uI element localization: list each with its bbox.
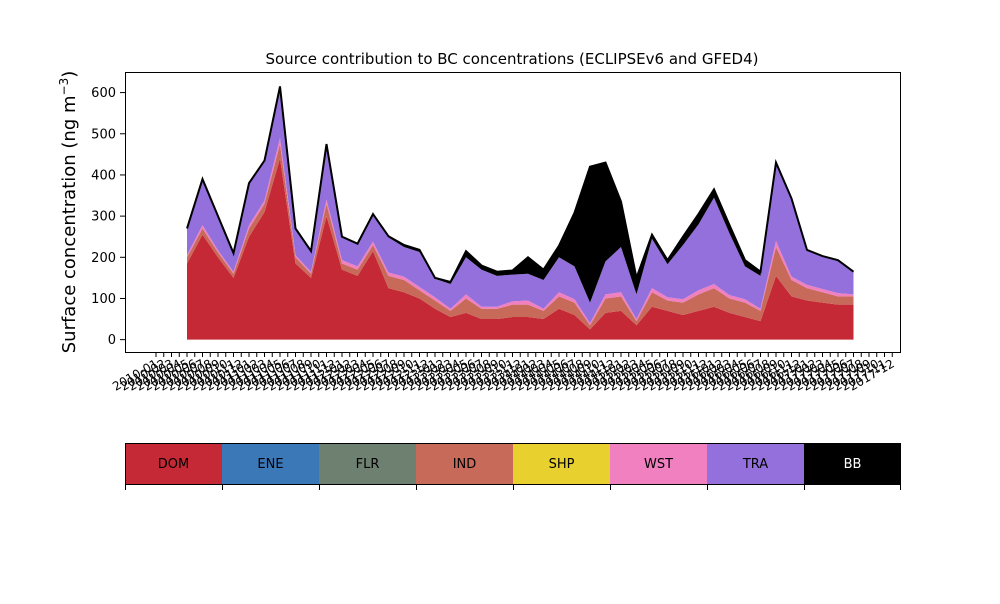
legend-label: SHP xyxy=(548,456,575,472)
legend-label: BB xyxy=(843,456,862,472)
legend-tick xyxy=(125,485,126,490)
y-axis: 0 100 200 300 400 500 600 xyxy=(91,86,125,348)
y-tick-label: 300 xyxy=(91,210,116,225)
legend-item-ind: IND xyxy=(416,443,513,485)
x-axis: 2010-012010-022010-032010-042010-052010-… xyxy=(110,352,897,394)
legend-tick xyxy=(707,485,708,490)
legend-item-ene: ENE xyxy=(222,443,319,485)
legend-label: ENE xyxy=(257,456,284,472)
area-dom xyxy=(187,158,854,340)
area-ind xyxy=(187,144,854,330)
area-series-group xyxy=(186,86,855,340)
legend-label: IND xyxy=(452,456,477,472)
legend-item-wst: WST xyxy=(610,443,707,485)
area-wst xyxy=(187,137,854,326)
legend-item-tra: TRA xyxy=(707,443,804,485)
legend-tick xyxy=(804,485,805,490)
y-tick-label: 500 xyxy=(91,127,116,142)
y-tick-label: 200 xyxy=(91,251,116,266)
y-axis-label: Surface concentration (ng m−3) xyxy=(57,71,80,354)
legend-item-shp: SHP xyxy=(513,443,610,485)
total-outline xyxy=(186,86,855,284)
y-axis-label-main: Surface concentration (ng m xyxy=(59,95,80,353)
y-axis-label-superscript: −3 xyxy=(57,78,71,96)
legend-tick xyxy=(319,485,320,490)
chart-title: Source contribution to BC concentrations… xyxy=(265,50,758,68)
y-axis-label-close: ) xyxy=(59,71,80,78)
legend-label: TRA xyxy=(742,456,769,472)
legend-tick xyxy=(900,485,901,490)
legend-tick xyxy=(222,485,223,490)
y-tick-label: 0 xyxy=(108,333,116,348)
y-tick-label: 400 xyxy=(91,168,116,183)
area-tra xyxy=(187,86,854,324)
legend-label: WST xyxy=(643,456,674,472)
y-tick-label: 100 xyxy=(91,292,116,307)
legend-item-flr: FLR xyxy=(319,443,416,485)
legend-tick xyxy=(416,485,417,490)
y-tick-label: 600 xyxy=(91,86,116,101)
legend-item-dom: DOM xyxy=(125,443,222,485)
legend-tick xyxy=(610,485,611,490)
legend-item-bb: BB xyxy=(804,443,901,485)
legend-label: DOM xyxy=(157,456,190,472)
legend-label: FLR xyxy=(355,456,380,472)
legend-tick xyxy=(513,485,514,490)
plot-frame xyxy=(125,72,901,353)
